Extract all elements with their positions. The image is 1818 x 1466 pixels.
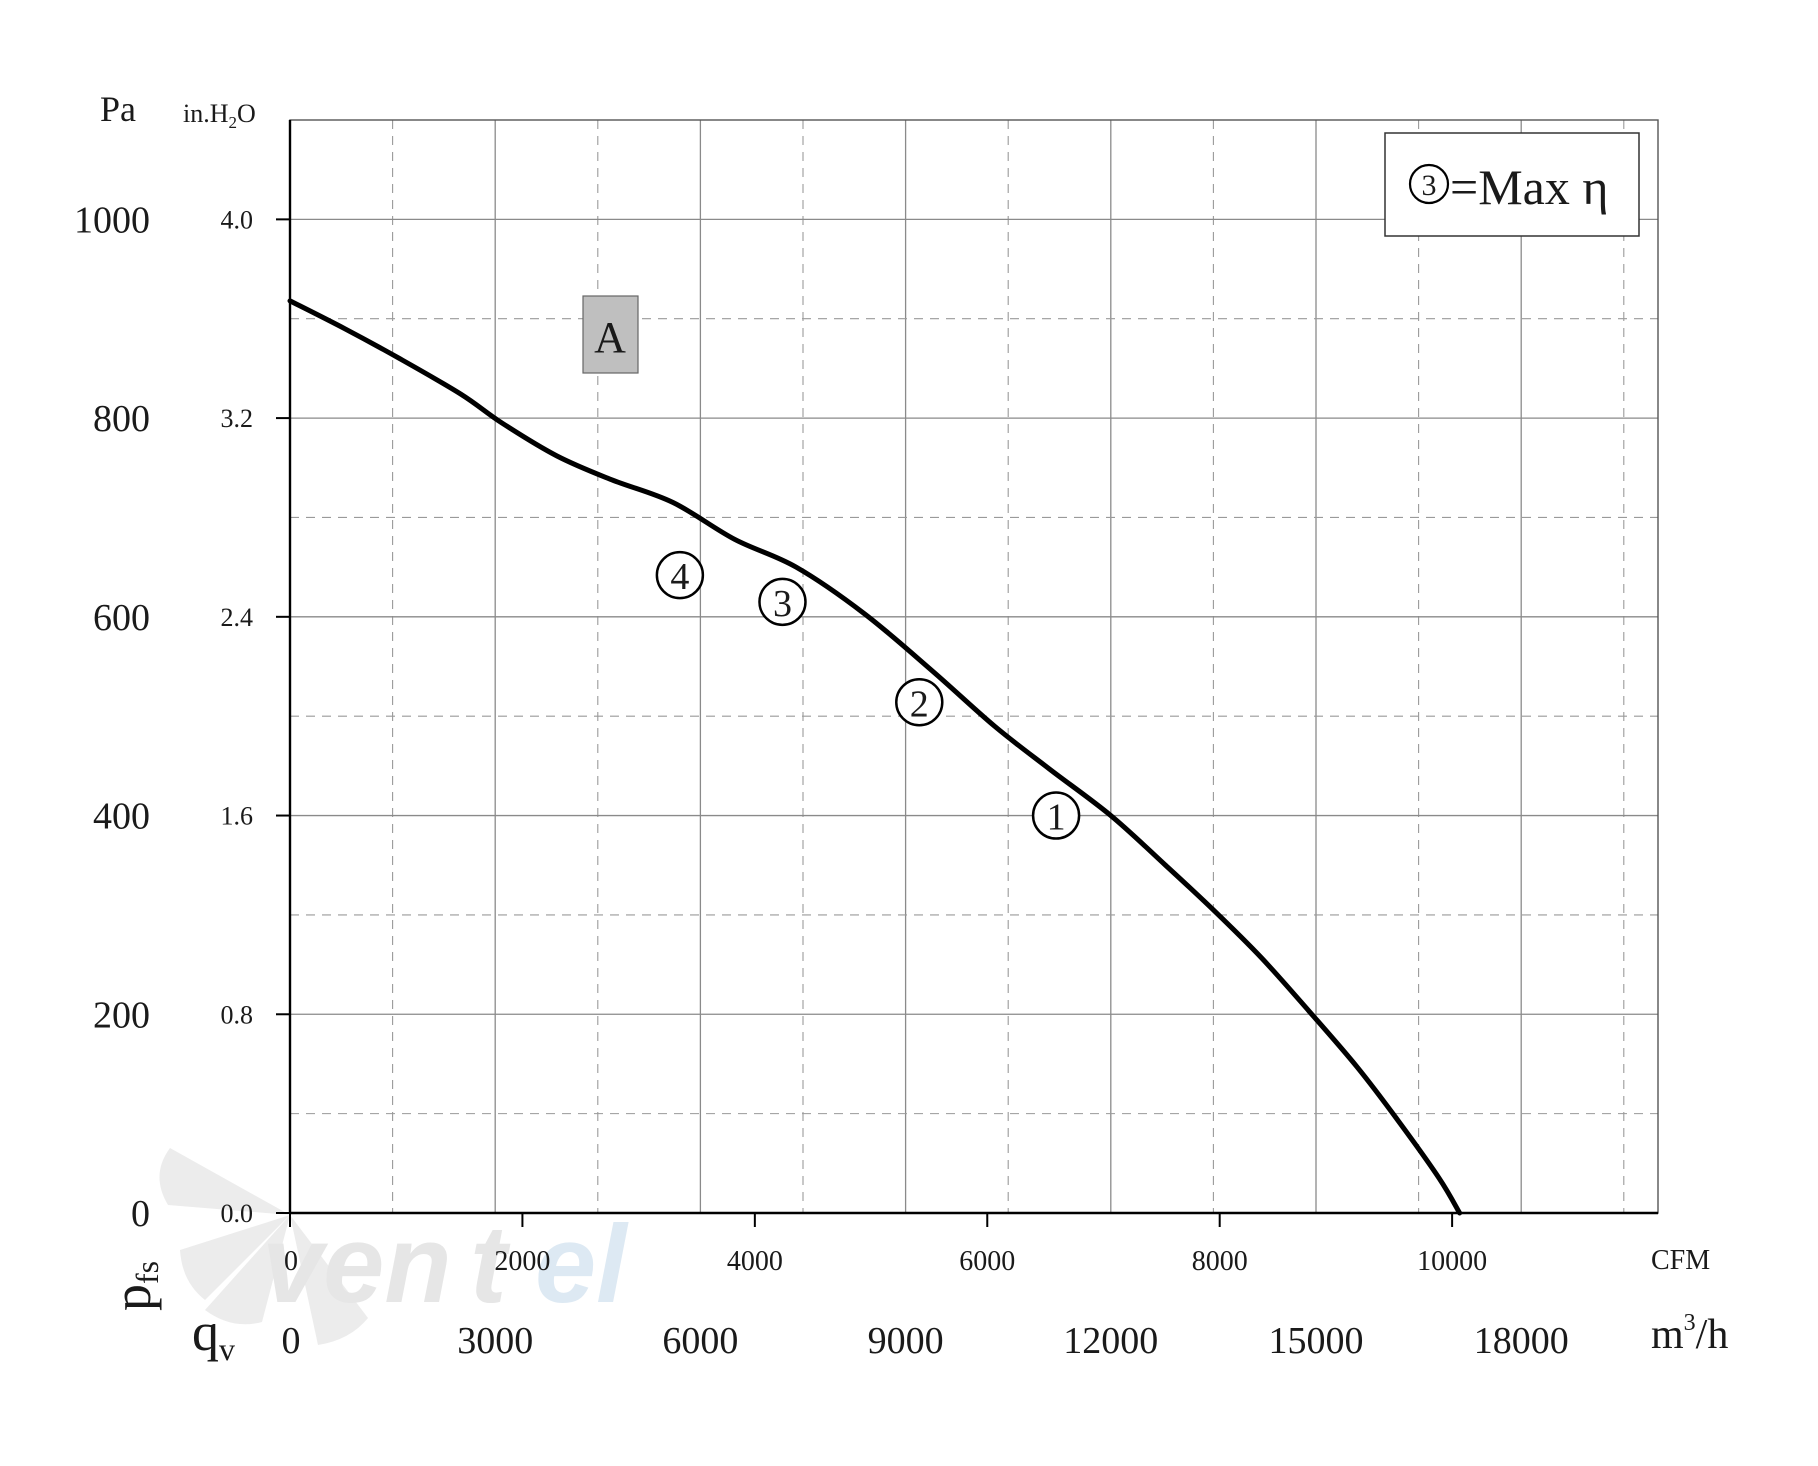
y-tick-label-pa: 400	[93, 796, 150, 838]
x-tick-label-cfm: 6000	[959, 1246, 1015, 1277]
x-tick-label-cfm: 2000	[494, 1246, 550, 1277]
y-unit-pa: Pa	[100, 89, 136, 129]
zone-label-box: A	[582, 295, 639, 374]
operating-point-4-circle	[655, 550, 705, 600]
legend-marker-circle	[1408, 163, 1450, 205]
operating-point-1-circle	[1031, 791, 1081, 840]
x-symbol-qv: qv	[192, 1302, 235, 1367]
operating-point-1-label: 1	[1047, 797, 1066, 839]
x-tick-label-cfm: 8000	[1192, 1246, 1248, 1277]
curve-layer	[287, 298, 1463, 1216]
y-tick-label-pa: 800	[93, 398, 150, 440]
y-symbol-pfs: pfs	[102, 1261, 165, 1311]
operating-point-markers: 4 3 2 1	[655, 550, 1081, 840]
axis-labels: 0 200 400 600 800 1000 0.0 0.8 1.6 2.4 3.2 4.0 0 3000…	[74, 199, 1569, 1362]
x-tick-label-cfm: 4000	[727, 1246, 783, 1277]
y-tick-label-inh2o: 3.2	[221, 404, 254, 433]
x-tick-label-m3h: 6000	[662, 1320, 738, 1362]
x-tick-label-m3h: 3000	[457, 1320, 533, 1362]
x-tick-label-cfm: 0	[284, 1246, 298, 1277]
operating-point-3-circle	[758, 577, 807, 627]
legend-marker-number: 3	[1422, 169, 1437, 202]
y-tick-label-inh2o: 2.4	[221, 603, 254, 632]
operating-point-2-label: 2	[910, 683, 929, 725]
zone-label-text: A	[594, 313, 626, 362]
y-tick-label-inh2o: 4.0	[221, 205, 254, 234]
svg-text:ven: ven	[262, 1203, 452, 1326]
legend-box: 3 =Max η	[1384, 132, 1640, 237]
y-tick-label-inh2o: 1.6	[221, 802, 254, 831]
operating-point-4-label: 4	[670, 556, 689, 598]
grid-lines	[290, 120, 1658, 1213]
y-tick-label-pa: 1000	[74, 199, 150, 241]
svg-text:t: t	[470, 1203, 511, 1326]
legend-text: =Max η	[1450, 159, 1609, 215]
x-tick-label-m3h: 0	[282, 1320, 301, 1362]
y-unit-inh2o: in.H2O	[183, 99, 256, 132]
x-tick-label-cfm: 10000	[1417, 1246, 1487, 1277]
svg-text:el: el	[535, 1203, 629, 1326]
x-unit-cfm: CFM	[1651, 1245, 1710, 1276]
operating-point-2-circle	[895, 678, 944, 727]
y-tick-label-inh2o: 0.8	[221, 1000, 254, 1029]
x-tick-label-m3h: 15000	[1269, 1320, 1364, 1362]
fan-characteristic-curve	[287, 298, 1463, 1216]
y-tick-label-pa: 600	[93, 597, 150, 639]
x-unit-m3h: m3/h	[1651, 1310, 1728, 1358]
unit-labels: Pa in.H2O CFM m3/h pfs qv	[100, 89, 1728, 1367]
y-tick-label-pa: 0	[131, 1193, 150, 1235]
y-tick-label-inh2o: 0.0	[221, 1199, 254, 1228]
ventel-watermark-logo: ven t el	[159, 1148, 629, 1345]
operating-point-3-label: 3	[773, 583, 792, 625]
y-tick-label-pa: 200	[93, 994, 150, 1036]
x-tick-label-m3h: 12000	[1063, 1320, 1158, 1362]
x-tick-label-m3h: 9000	[868, 1320, 944, 1362]
x-tick-label-m3h: 18000	[1474, 1320, 1569, 1362]
